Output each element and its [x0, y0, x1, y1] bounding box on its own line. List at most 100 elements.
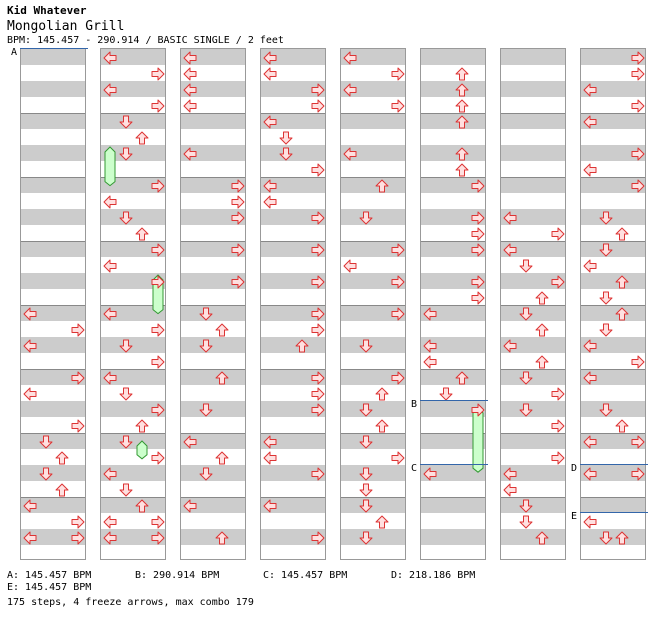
right-arrow-icon: [391, 274, 405, 289]
left-arrow-icon: [103, 50, 117, 65]
measure-line: [501, 497, 565, 498]
down-arrow-icon: [359, 402, 373, 417]
left-arrow-icon: [103, 514, 117, 529]
right-arrow-icon: [71, 418, 85, 433]
measure-line: [261, 305, 325, 306]
right-arrow-icon: [71, 370, 85, 385]
beat-stripe: [181, 209, 245, 225]
beat-stripe: [501, 241, 565, 257]
left-arrow-icon: [23, 338, 37, 353]
down-arrow-icon: [599, 210, 613, 225]
beat-stripe: [261, 433, 325, 449]
beat-stripe: [261, 81, 325, 97]
measure-line: [181, 241, 245, 242]
beat-stripe: [341, 49, 405, 65]
beat-stripe: [181, 273, 245, 289]
beat-stripe: [261, 369, 325, 385]
beat-stripe: [181, 113, 245, 129]
left-arrow-icon: [583, 434, 597, 449]
measure-line: [341, 177, 405, 178]
beat-stripe: [341, 337, 405, 353]
left-arrow-icon: [503, 210, 517, 225]
measure-line: [581, 497, 645, 498]
beat-stripe: [421, 113, 485, 129]
beat-stripe: [181, 369, 245, 385]
down-arrow-icon: [359, 482, 373, 497]
up-arrow-icon: [55, 482, 69, 497]
beat-stripe: [501, 273, 565, 289]
measure-line: [501, 305, 565, 306]
beat-stripe: [101, 49, 165, 65]
beat-stripe: [501, 209, 565, 225]
right-arrow-icon: [231, 274, 245, 289]
left-arrow-icon: [583, 82, 597, 97]
left-arrow-icon: [23, 498, 37, 513]
right-arrow-icon: [151, 450, 165, 465]
left-arrow-icon: [103, 306, 117, 321]
beat-stripe: [21, 305, 85, 321]
right-arrow-icon: [471, 274, 485, 289]
left-arrow-icon: [263, 434, 277, 449]
beat-stripe: [501, 145, 565, 161]
up-arrow-icon: [375, 514, 389, 529]
beat-stripe: [181, 81, 245, 97]
right-arrow-icon: [551, 450, 565, 465]
right-arrow-icon: [311, 466, 325, 481]
left-arrow-icon: [583, 466, 597, 481]
left-arrow-icon: [583, 258, 597, 273]
measure-line: [101, 369, 165, 370]
beat-stripe: [581, 209, 645, 225]
up-arrow-icon: [215, 450, 229, 465]
measure-line: [21, 433, 85, 434]
right-arrow-icon: [71, 530, 85, 545]
beat-stripe: [21, 209, 85, 225]
beat-stripe: [181, 145, 245, 161]
beat-stripe: [501, 497, 565, 513]
right-arrow-icon: [311, 306, 325, 321]
beat-stripe: [421, 209, 485, 225]
right-arrow-icon: [551, 386, 565, 401]
measure-line: [261, 433, 325, 434]
right-arrow-icon: [631, 146, 645, 161]
beat-stripe: [581, 337, 645, 353]
right-arrow-icon: [551, 418, 565, 433]
measure-column: [20, 48, 86, 560]
beat-stripe: [101, 209, 165, 225]
up-arrow-icon: [455, 66, 469, 81]
freeze-arrow: [104, 146, 116, 187]
measure-column: [420, 48, 486, 560]
right-arrow-icon: [311, 274, 325, 289]
down-arrow-icon: [199, 466, 213, 481]
beat-stripe: [101, 433, 165, 449]
measure-line: [421, 113, 485, 114]
beat-stripe: [581, 433, 645, 449]
left-arrow-icon: [183, 434, 197, 449]
beat-stripe: [101, 529, 165, 545]
left-arrow-icon: [423, 306, 437, 321]
left-arrow-icon: [423, 466, 437, 481]
right-arrow-icon: [471, 226, 485, 241]
measure-column: [580, 48, 646, 560]
beat-stripe: [101, 177, 165, 193]
right-arrow-icon: [391, 66, 405, 81]
up-arrow-icon: [615, 530, 629, 545]
left-arrow-icon: [103, 530, 117, 545]
right-arrow-icon: [471, 178, 485, 193]
left-arrow-icon: [103, 258, 117, 273]
measure-line: [501, 241, 565, 242]
beat-stripe: [261, 209, 325, 225]
beat-stripe: [21, 273, 85, 289]
beat-stripe: [421, 529, 485, 545]
beat-stripe: [341, 113, 405, 129]
left-arrow-icon: [503, 338, 517, 353]
bpm-change-label: A: [11, 47, 18, 58]
beat-stripe: [101, 305, 165, 321]
down-arrow-icon: [599, 322, 613, 337]
beat-stripe: [181, 177, 245, 193]
beat-stripe: [181, 337, 245, 353]
beat-stripe: [501, 49, 565, 65]
beat-stripe: [581, 177, 645, 193]
beat-stripe: [341, 497, 405, 513]
down-arrow-icon: [119, 482, 133, 497]
measure-line: [21, 369, 85, 370]
